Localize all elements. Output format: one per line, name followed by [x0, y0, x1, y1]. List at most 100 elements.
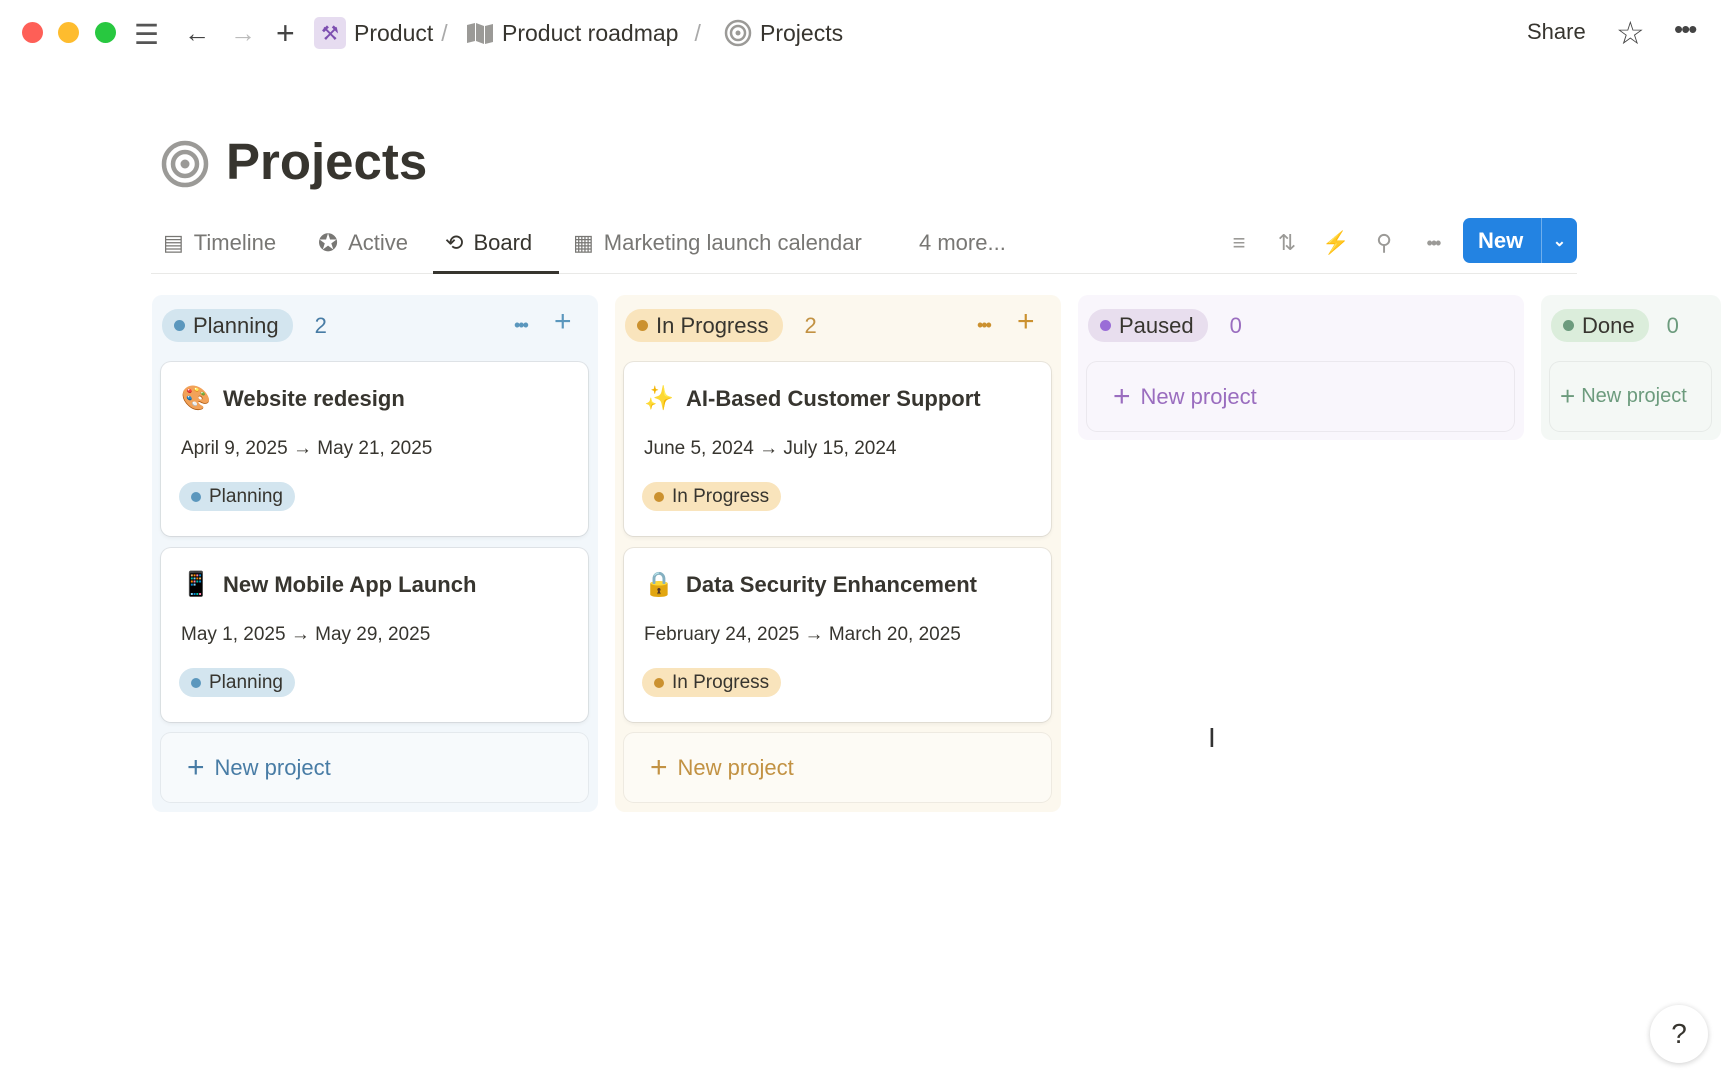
project-title: Data Security Enhancement: [686, 571, 977, 597]
tab-board[interactable]: ⟲ Board: [445, 228, 532, 258]
tab-marketing-launch-calendar[interactable]: ▦ Marketing launch calendar: [573, 228, 862, 258]
board-column-in-progress: In Progress 2 ••• + ✨ AI-Based Customer Su…: [615, 295, 1061, 812]
plus-icon: +: [187, 750, 205, 784]
search-icon[interactable]: ⚲: [1375, 230, 1393, 255]
tab-label: Timeline: [193, 230, 277, 255]
maximize-window-button[interactable]: [95, 22, 116, 43]
project-dates: February 24, 2025 → March 20, 2025: [644, 624, 961, 645]
column-more-icon[interactable]: •••: [977, 315, 992, 335]
column-title: Paused: [1119, 312, 1194, 338]
target-icon: [161, 140, 209, 188]
breadcrumb-item-product[interactable]: ⚒ Product /: [314, 17, 448, 49]
chevron-down-icon[interactable]: ⌄: [1541, 218, 1577, 263]
timeline-icon: ▤: [163, 230, 184, 255]
new-button[interactable]: New ⌄: [1463, 218, 1577, 263]
view-tabs: ▤ Timeline ✪ Active ⟲ Board ▦ Marketing laun…: [151, 222, 1577, 274]
target-icon: [724, 19, 752, 47]
back-arrow-icon[interactable]: ←: [184, 18, 210, 48]
filter-icon[interactable]: ≡: [1232, 230, 1246, 255]
project-card[interactable]: 🔒 Data Security Enhancement February 24, …: [624, 548, 1051, 722]
close-window-button[interactable]: [22, 22, 43, 43]
status-dot: [174, 320, 185, 331]
column-count: 2: [804, 312, 817, 338]
status-label: Planning: [209, 671, 283, 693]
project-emoji-icon: 🎨: [181, 385, 211, 412]
hammer-icon: ⚒: [314, 17, 346, 49]
column-more-icon[interactable]: •••: [514, 315, 529, 335]
add-page-icon[interactable]: +: [276, 15, 295, 51]
page-title: Projects: [226, 133, 428, 190]
column-status-pill[interactable]: Planning: [162, 309, 293, 342]
breadcrumb-label: Product: [354, 19, 434, 46]
project-dates: May 1, 2025 → May 29, 2025: [181, 624, 431, 645]
forward-arrow-icon[interactable]: →: [230, 18, 256, 48]
star-circle-icon: ✪: [318, 229, 339, 257]
status-label: In Progress: [672, 671, 770, 693]
more-options-icon[interactable]: •••: [1674, 14, 1697, 44]
project-card[interactable]: 📱 New Mobile App Launch May 1, 2025 → May…: [161, 548, 588, 722]
status-dot: [191, 677, 201, 688]
new-project-button[interactable]: + New project: [1550, 362, 1711, 431]
automation-lightning-icon[interactable]: ⚡: [1322, 230, 1350, 255]
new-project-label: New project: [214, 754, 331, 780]
column-count: 0: [1229, 312, 1242, 338]
new-project-button[interactable]: + New project: [161, 733, 588, 802]
status-dot: [654, 491, 664, 502]
breadcrumb-item-product-roadmap[interactable]: Product roadmap /: [466, 18, 701, 48]
new-project-label: New project: [1581, 385, 1687, 407]
project-card[interactable]: ✨ AI-Based Customer Support June 5, 2024 …: [624, 362, 1051, 536]
project-emoji-icon: ✨: [644, 385, 674, 412]
tab-more[interactable]: 4 more...: [919, 230, 1006, 255]
minimize-window-button[interactable]: [58, 22, 79, 43]
new-project-label: New project: [1140, 383, 1257, 409]
breadcrumb-separator: /: [694, 19, 701, 46]
new-project-button[interactable]: + New project: [1087, 362, 1514, 431]
project-title: AI-Based Customer Support: [686, 385, 981, 411]
column-status-pill[interactable]: In Progress: [625, 309, 783, 342]
plus-icon: +: [650, 750, 668, 784]
board-column-paused: Paused 0 + New project: [1078, 295, 1524, 440]
status-badge: Planning: [179, 482, 295, 511]
text-cursor-icon: I: [1208, 722, 1216, 753]
board-icon: ⟲: [445, 230, 464, 255]
status-dot: [637, 320, 648, 331]
column-add-icon[interactable]: +: [1017, 305, 1035, 338]
share-button[interactable]: Share: [1527, 19, 1586, 44]
top-bar: ☰ ← → + ⚒ Product / Product roadmap / Pr…: [0, 0, 1728, 64]
tab-active[interactable]: ✪ Active: [318, 228, 408, 258]
column-title: In Progress: [656, 312, 769, 338]
status-dot: [191, 491, 201, 502]
project-emoji-icon: 📱: [181, 571, 211, 598]
project-title: Website redesign: [223, 385, 405, 411]
tab-label: Board: [473, 230, 533, 255]
status-badge: In Progress: [642, 482, 782, 511]
project-emoji-icon: 🔒: [644, 571, 674, 598]
column-status-pill[interactable]: Paused: [1088, 309, 1208, 342]
project-dates: June 5, 2024 → July 15, 2024: [644, 438, 897, 459]
status-dot: [1563, 320, 1574, 331]
status-label: Planning: [209, 485, 283, 507]
column-header: Done 0: [1551, 309, 1679, 342]
breadcrumb-label: Projects: [760, 19, 844, 46]
status-badge: In Progress: [642, 668, 782, 697]
view-options-icon[interactable]: •••: [1426, 232, 1442, 253]
column-header: In Progress 2: [625, 309, 817, 342]
active-tab-indicator: [433, 271, 559, 274]
board-column-done: Done 0 + New project: [1541, 295, 1721, 440]
status-badge: Planning: [179, 668, 295, 697]
new-button-label[interactable]: New: [1478, 227, 1524, 253]
column-status-pill[interactable]: Done: [1551, 309, 1649, 342]
sort-icon[interactable]: ⇅: [1277, 230, 1297, 255]
calendar-icon: ▦: [573, 230, 594, 255]
menu-icon[interactable]: ☰: [134, 19, 160, 50]
help-assistant-button[interactable]: ?: [1650, 1005, 1708, 1063]
new-project-button[interactable]: + New project: [624, 733, 1051, 802]
favorite-star-icon[interactable]: ☆: [1616, 15, 1645, 51]
column-title: Done: [1582, 312, 1635, 338]
tab-timeline[interactable]: ▤ Timeline: [163, 228, 276, 258]
plus-icon: +: [1560, 381, 1576, 411]
project-card[interactable]: 🎨 Website redesign April 9, 2025 → May 21…: [161, 362, 588, 536]
map-icon: [467, 23, 493, 44]
breadcrumb-item-projects[interactable]: Projects: [724, 18, 843, 48]
column-add-icon[interactable]: +: [554, 305, 572, 338]
